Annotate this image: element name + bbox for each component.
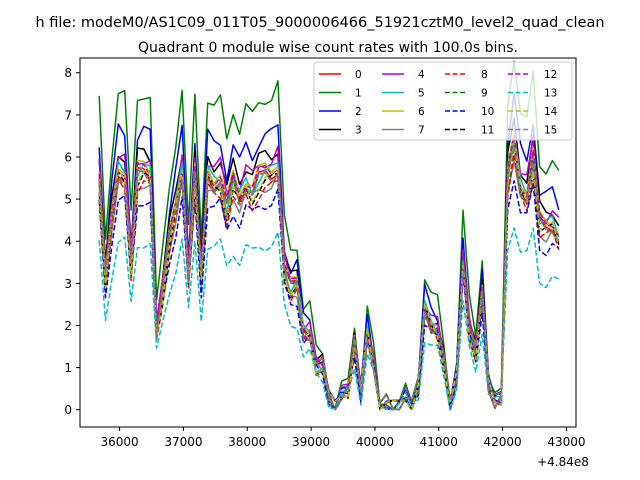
- legend-label-0: 0: [355, 69, 362, 81]
- legend-label-7: 7: [418, 125, 425, 137]
- legend-label-9: 9: [481, 88, 488, 100]
- x-tick-label: 43000: [547, 435, 585, 449]
- x-tick-label: 38000: [228, 435, 266, 449]
- y-tick-label: 2: [64, 319, 72, 333]
- legend-label-8: 8: [481, 69, 488, 81]
- legend-label-12: 12: [544, 69, 557, 81]
- legend-label-5: 5: [418, 88, 425, 100]
- x-tick-label: 37000: [164, 435, 202, 449]
- series-line-14: [98, 142, 560, 411]
- y-tick-label: 4: [64, 235, 72, 249]
- y-tick-label: 7: [64, 108, 72, 122]
- y-tick-label: 6: [64, 150, 72, 164]
- series-line-15: [98, 143, 560, 411]
- series-line-10: [98, 180, 560, 411]
- y-tick-label: 5: [64, 193, 72, 207]
- y-tick-label: 8: [64, 66, 72, 80]
- x-tick-label: 36000: [100, 435, 138, 449]
- chart-title: Quadrant 0 module wise count rates with …: [138, 40, 518, 56]
- x-tick-label: 42000: [483, 435, 521, 449]
- x-offset-label: +4.84e8: [537, 455, 589, 469]
- legend-label-13: 13: [544, 88, 557, 100]
- x-tick-label: 39000: [292, 435, 330, 449]
- legend-label-1: 1: [355, 88, 362, 100]
- x-tick-label: 40000: [356, 435, 394, 449]
- legend-label-11: 11: [481, 125, 494, 137]
- figure-suptitle: h file: modeM0/AS1C09_011T05_9000006466_…: [35, 15, 604, 31]
- legend-label-14: 14: [544, 106, 558, 118]
- series-line-13: [98, 227, 560, 411]
- legend-label-3: 3: [355, 125, 362, 137]
- legend-label-2: 2: [355, 106, 362, 118]
- legend-label-15: 15: [544, 125, 557, 137]
- y-tick-label: 1: [64, 361, 72, 375]
- y-tick-label: 3: [64, 277, 72, 291]
- series-layer: [98, 60, 560, 411]
- legend-box: [313, 61, 573, 141]
- legend-label-10: 10: [481, 106, 494, 118]
- plot-frame: [79, 57, 577, 428]
- legend-label-6: 6: [418, 106, 425, 118]
- y-tick-label: 0: [64, 403, 72, 417]
- axes-layer: 36000 37000 38000 39000 40000 41000 42000 43000…: [64, 66, 585, 449]
- legend-label-4: 4: [418, 69, 425, 81]
- x-tick-label: 41000: [420, 435, 458, 449]
